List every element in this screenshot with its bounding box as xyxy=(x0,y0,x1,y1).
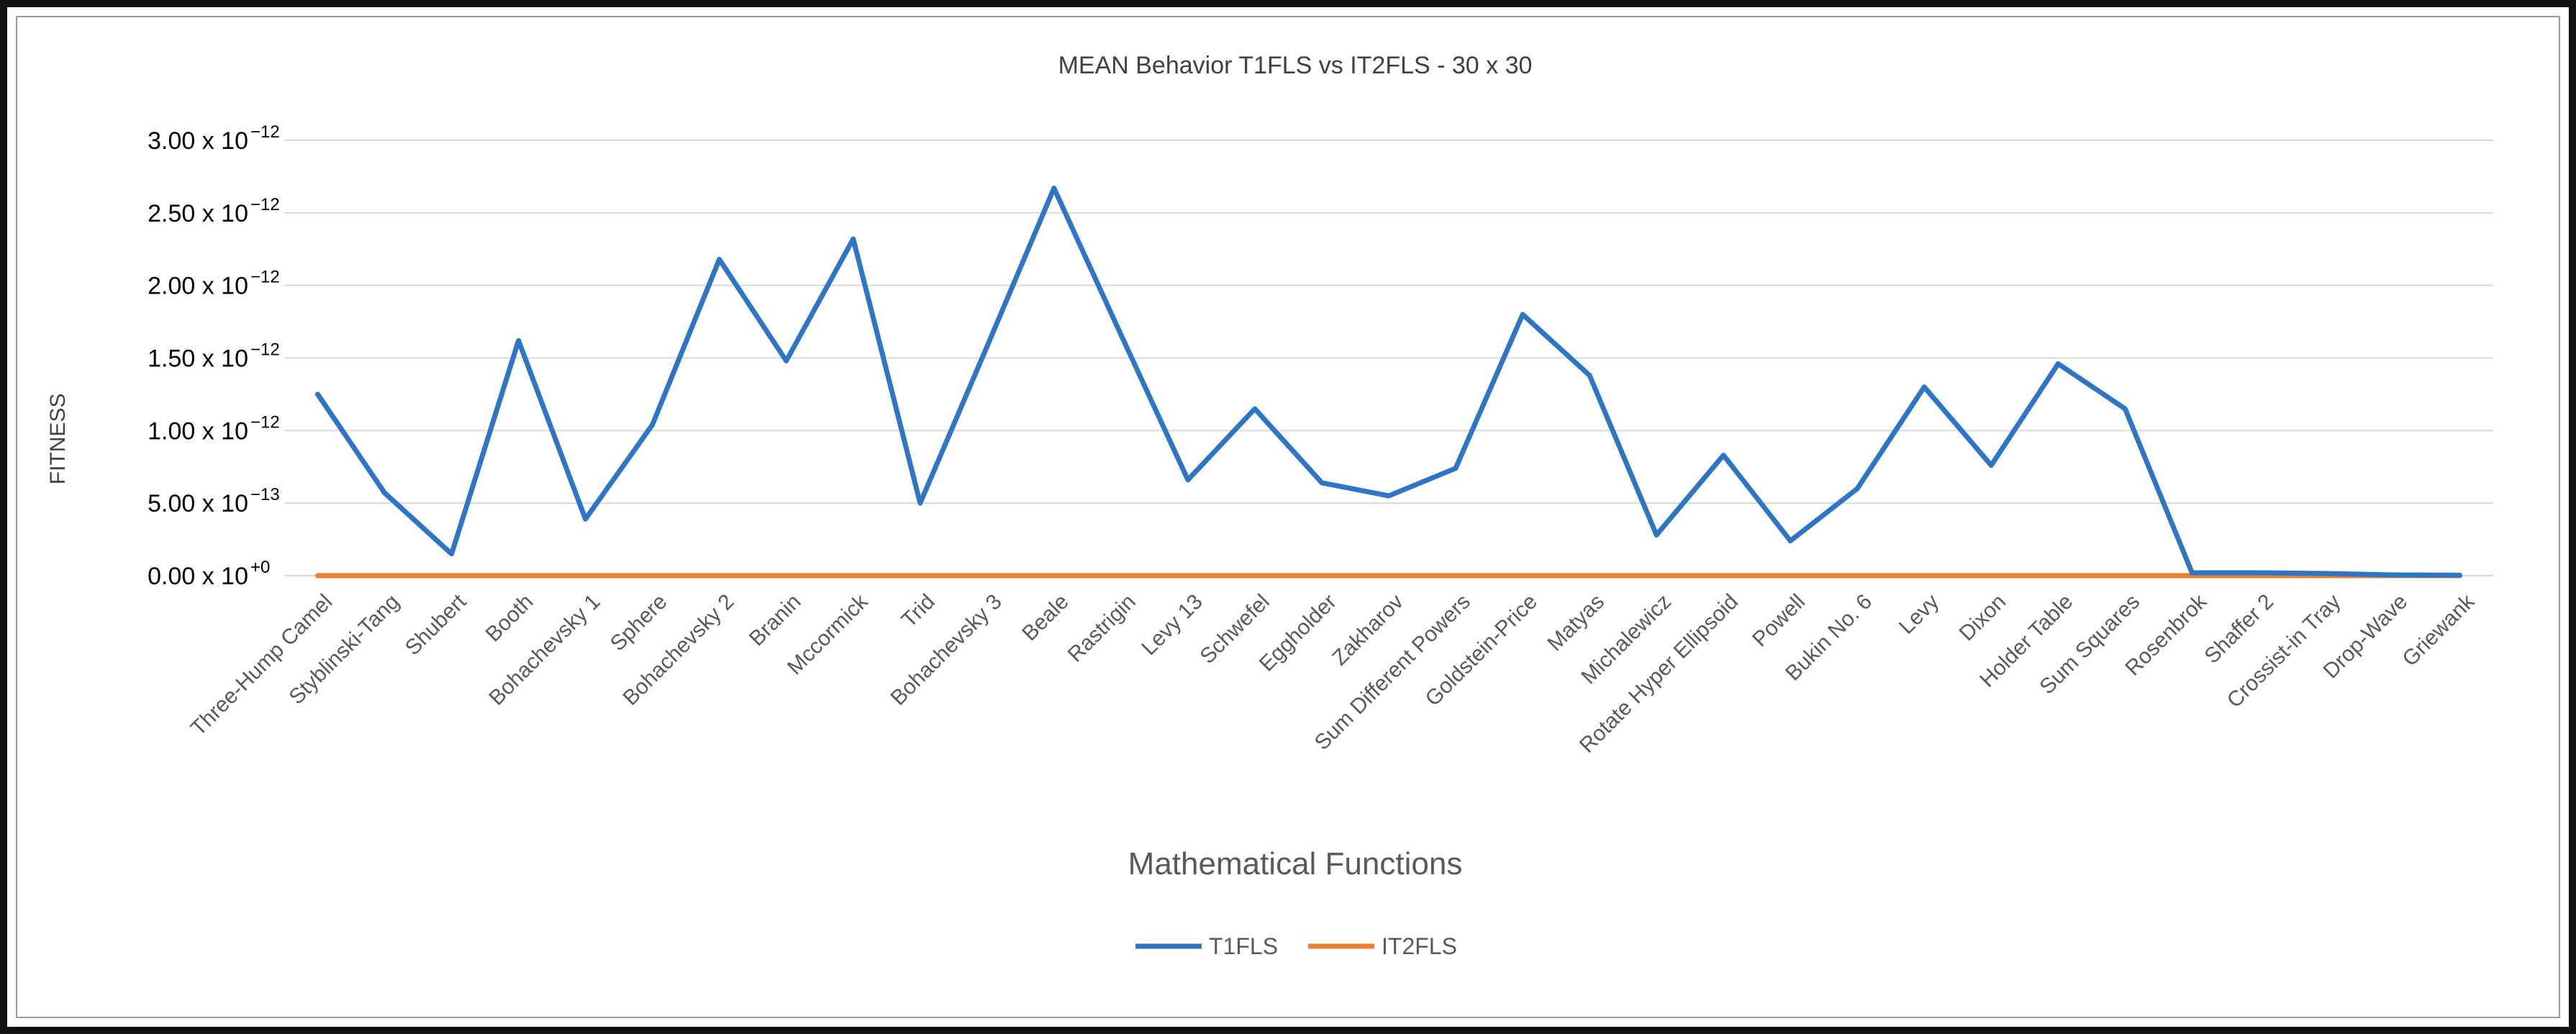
x-tick-label: Shubert xyxy=(401,589,471,660)
x-tick-label: Branin xyxy=(745,590,806,651)
x-axis-label: Mathematical Functions xyxy=(1128,846,1463,881)
legend: T1FLS IT2FLS xyxy=(1135,933,1457,959)
y-tick-exponent: −12 xyxy=(250,412,280,432)
legend-label-it2fls: IT2FLS xyxy=(1382,933,1457,959)
x-tick-label: Trid xyxy=(897,590,940,632)
x-tick-label: Levy xyxy=(1895,590,1944,639)
y-tick-label: 5.00 x 10 xyxy=(148,490,248,517)
y-tick-label: 1.50 x 10 xyxy=(148,345,248,373)
x-tick-label: Matyas xyxy=(1543,590,1609,656)
y-tick-label: 1.00 x 10 xyxy=(148,417,248,445)
y-tick-label: 2.00 x 10 xyxy=(148,273,248,300)
y-tick-exponent: −12 xyxy=(250,195,280,214)
y-tick-exponent: −13 xyxy=(250,485,280,504)
y-tick-label: 0.00 x 10 xyxy=(148,563,248,590)
y-tick-label: 3.00 x 10 xyxy=(148,127,248,155)
x-tick-label: Booth xyxy=(481,590,538,647)
y-axis-ticks: 0.00 x 10 +05.00 x 10 −131.00 x 10 −121.50 … xyxy=(148,122,280,590)
y-tick-exponent: −12 xyxy=(250,268,280,287)
x-tick-label: Griewank xyxy=(2398,589,2480,671)
series-lines xyxy=(315,186,2462,579)
gridlines xyxy=(284,140,2493,576)
y-tick-exponent: −12 xyxy=(250,340,280,360)
x-tick-label: Powell xyxy=(1748,590,1810,652)
y-tick-exponent: +0 xyxy=(250,558,270,577)
legend-label-t1fls: T1FLS xyxy=(1209,933,1278,959)
series-line-t1fls xyxy=(315,186,2462,578)
x-tick-label: Dixon xyxy=(1955,590,2011,646)
chart-title: MEAN Behavior T1FLS vs IT2FLS - 30 x 30 xyxy=(1058,52,1533,79)
x-tick-label: Crossist-in Tray xyxy=(2223,590,2346,713)
line-chart: MEAN Behavior T1FLS vs IT2FLS - 30 x 30 … xyxy=(46,52,2493,959)
y-tick-exponent: −12 xyxy=(250,122,280,142)
chart-inner-border xyxy=(16,16,2560,1018)
x-tick-label: Goldstein-Price xyxy=(1421,590,1542,711)
x-tick-label: Sphere xyxy=(606,590,672,656)
y-tick-label: 2.50 x 10 xyxy=(148,200,248,227)
x-tick-label: Beale xyxy=(1017,590,1074,646)
y-axis-label: FITNESS xyxy=(46,394,70,485)
x-tick-label: Rastrigin xyxy=(1063,590,1140,667)
